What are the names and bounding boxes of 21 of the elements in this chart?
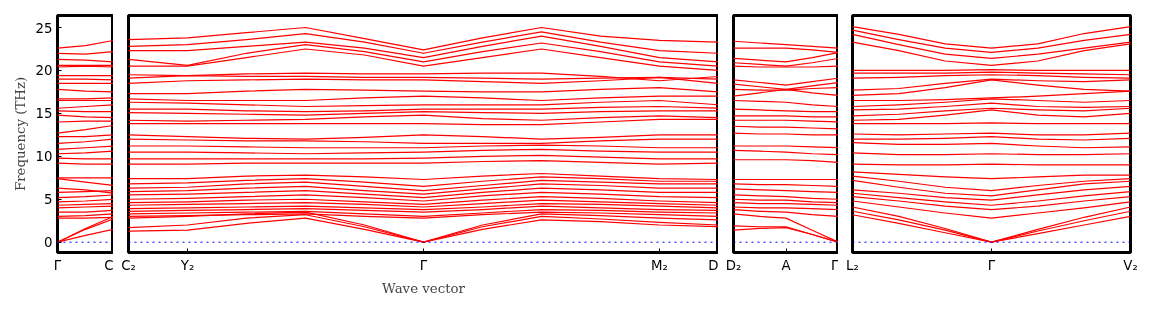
x-axis-title: Wave vector [382,280,466,296]
x-tick-label: Γ [831,257,840,273]
x-tick-label: A [781,257,791,273]
x-tick-label: D [708,257,719,273]
x-tick-label: Γ [419,257,428,273]
x-tick-label: V₂ [1123,257,1138,273]
y-axis-title: Frequency (THz) [12,76,28,192]
x-tick-label: M₂ [651,257,668,273]
x-tick-label: C [104,257,114,273]
x-tick-label: Γ [53,257,62,273]
y-tick-label: 5 [44,192,53,208]
x-tick-label: Y₂ [179,257,195,273]
y-tick-label: 10 [35,149,53,165]
y-tick-label: 25 [35,20,53,36]
x-tick-label: C₂ [121,257,136,273]
x-tick-label: Γ [987,257,996,273]
x-tick-label: D₂ [725,257,742,273]
x-tick-label: L₂ [846,257,859,273]
y-tick-label: 20 [35,63,53,79]
y-tick-label: 15 [35,106,53,122]
y-tick-label: 0 [44,235,53,251]
